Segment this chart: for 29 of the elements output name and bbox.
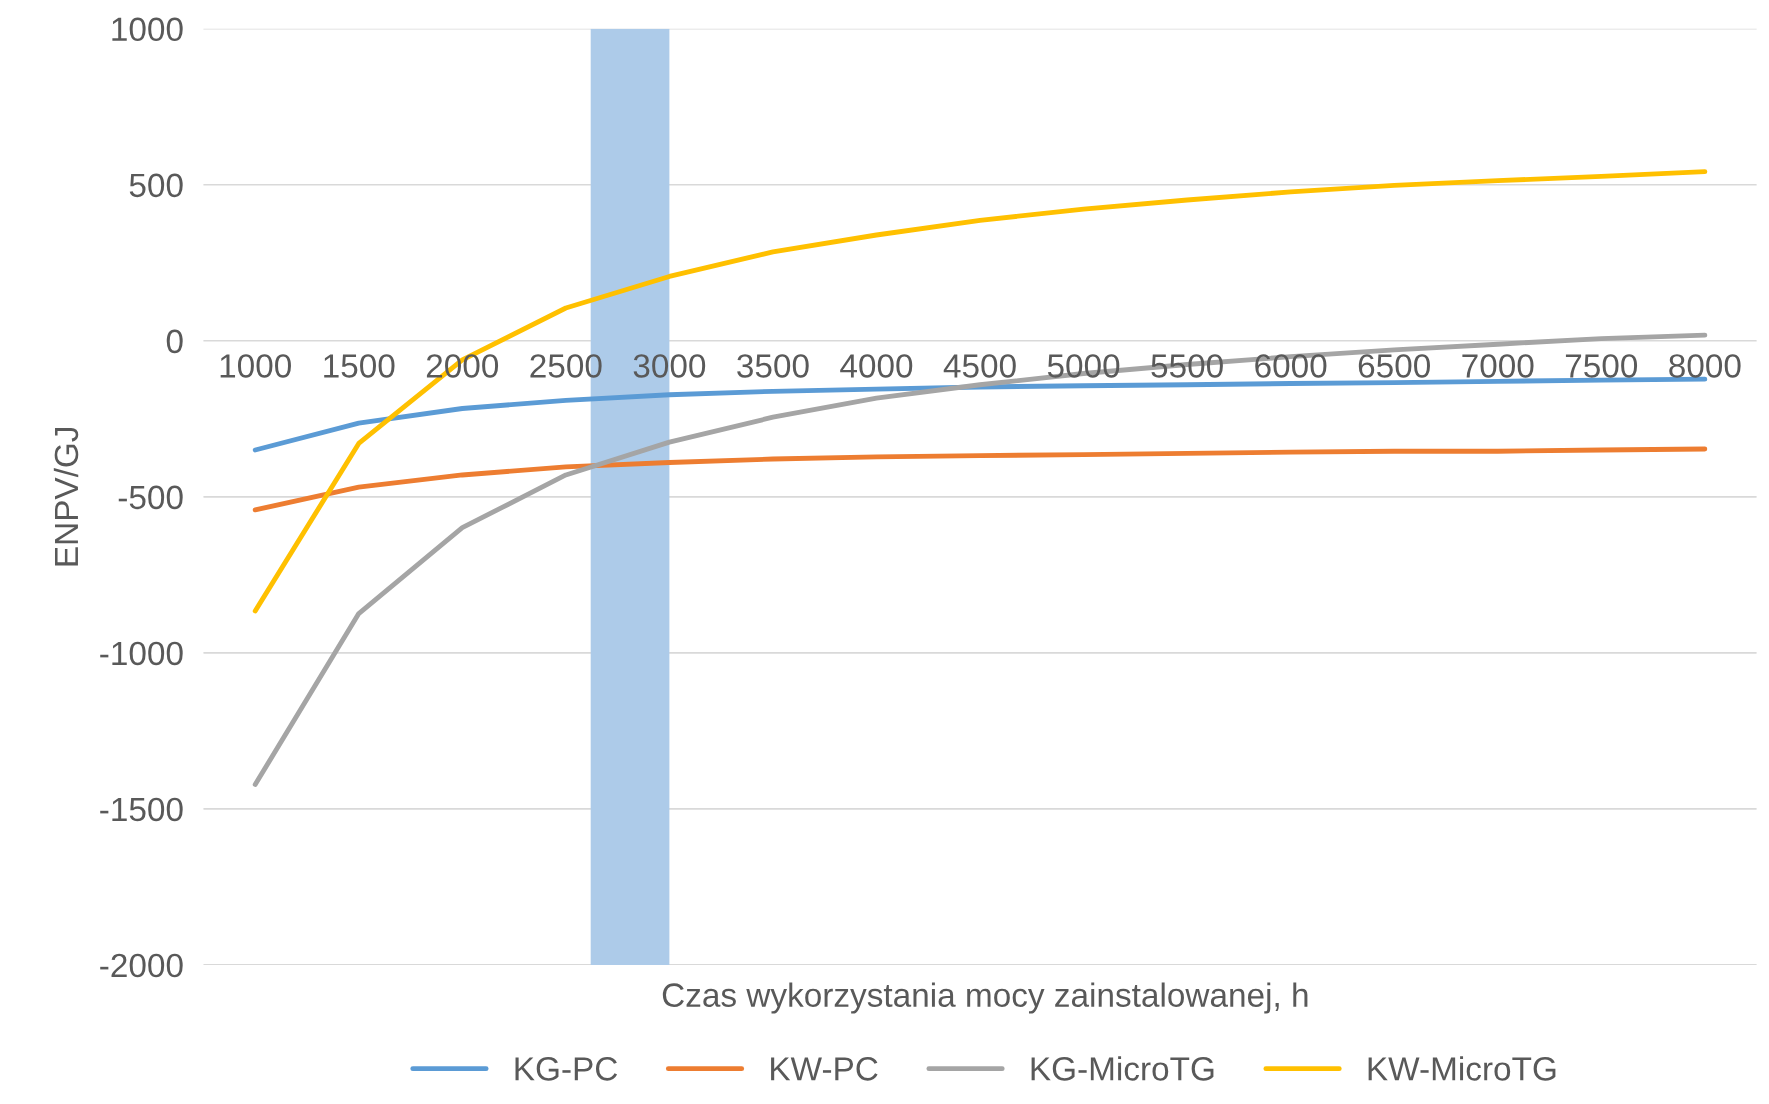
legend-label: KW-PC: [771, 1057, 878, 1081]
x-tick-label: 4000: [840, 354, 913, 378]
y-tick-label: 0: [166, 329, 183, 354]
x-tick-label: 3500: [737, 354, 809, 378]
x-tick-label: 5000: [1047, 354, 1120, 378]
y-tick-label: 1000: [112, 17, 183, 42]
x-tick-label: 8000: [1669, 354, 1741, 378]
x-axis-title: Czas wykorzystania mocy zainstalowanej, h: [662, 982, 1308, 1014]
y-tick-label: -500: [118, 485, 183, 510]
y-tick-label: -1000: [100, 641, 183, 666]
x-tick-label: 1500: [324, 354, 395, 378]
y-tick-label: 500: [129, 173, 183, 198]
y-tick-label: -1500: [100, 797, 183, 822]
legend-label: KW-MicroTG: [1368, 1056, 1556, 1081]
x-tick-label: 5500: [1151, 354, 1223, 378]
y-axis-title: ENPV/GJ: [53, 427, 79, 566]
x-tick-label: 1000: [220, 354, 291, 378]
line-series: [252, 376, 1708, 453]
x-tick-label: 7000: [1462, 354, 1534, 378]
line-series: [252, 446, 1708, 513]
x-tick-label: 7500: [1565, 354, 1638, 378]
x-tick-label: 6000: [1255, 354, 1327, 378]
y-tick-label: -2000: [100, 953, 183, 978]
x-tick-label: 3000: [633, 354, 706, 378]
legend-label: KG-PC: [515, 1057, 618, 1081]
legend-label: KG-MicroTG: [1031, 1056, 1214, 1081]
x-tick-label: 2500: [530, 354, 602, 378]
x-tick-label: 6500: [1358, 354, 1430, 378]
x-tick-label: 4500: [943, 354, 1016, 378]
